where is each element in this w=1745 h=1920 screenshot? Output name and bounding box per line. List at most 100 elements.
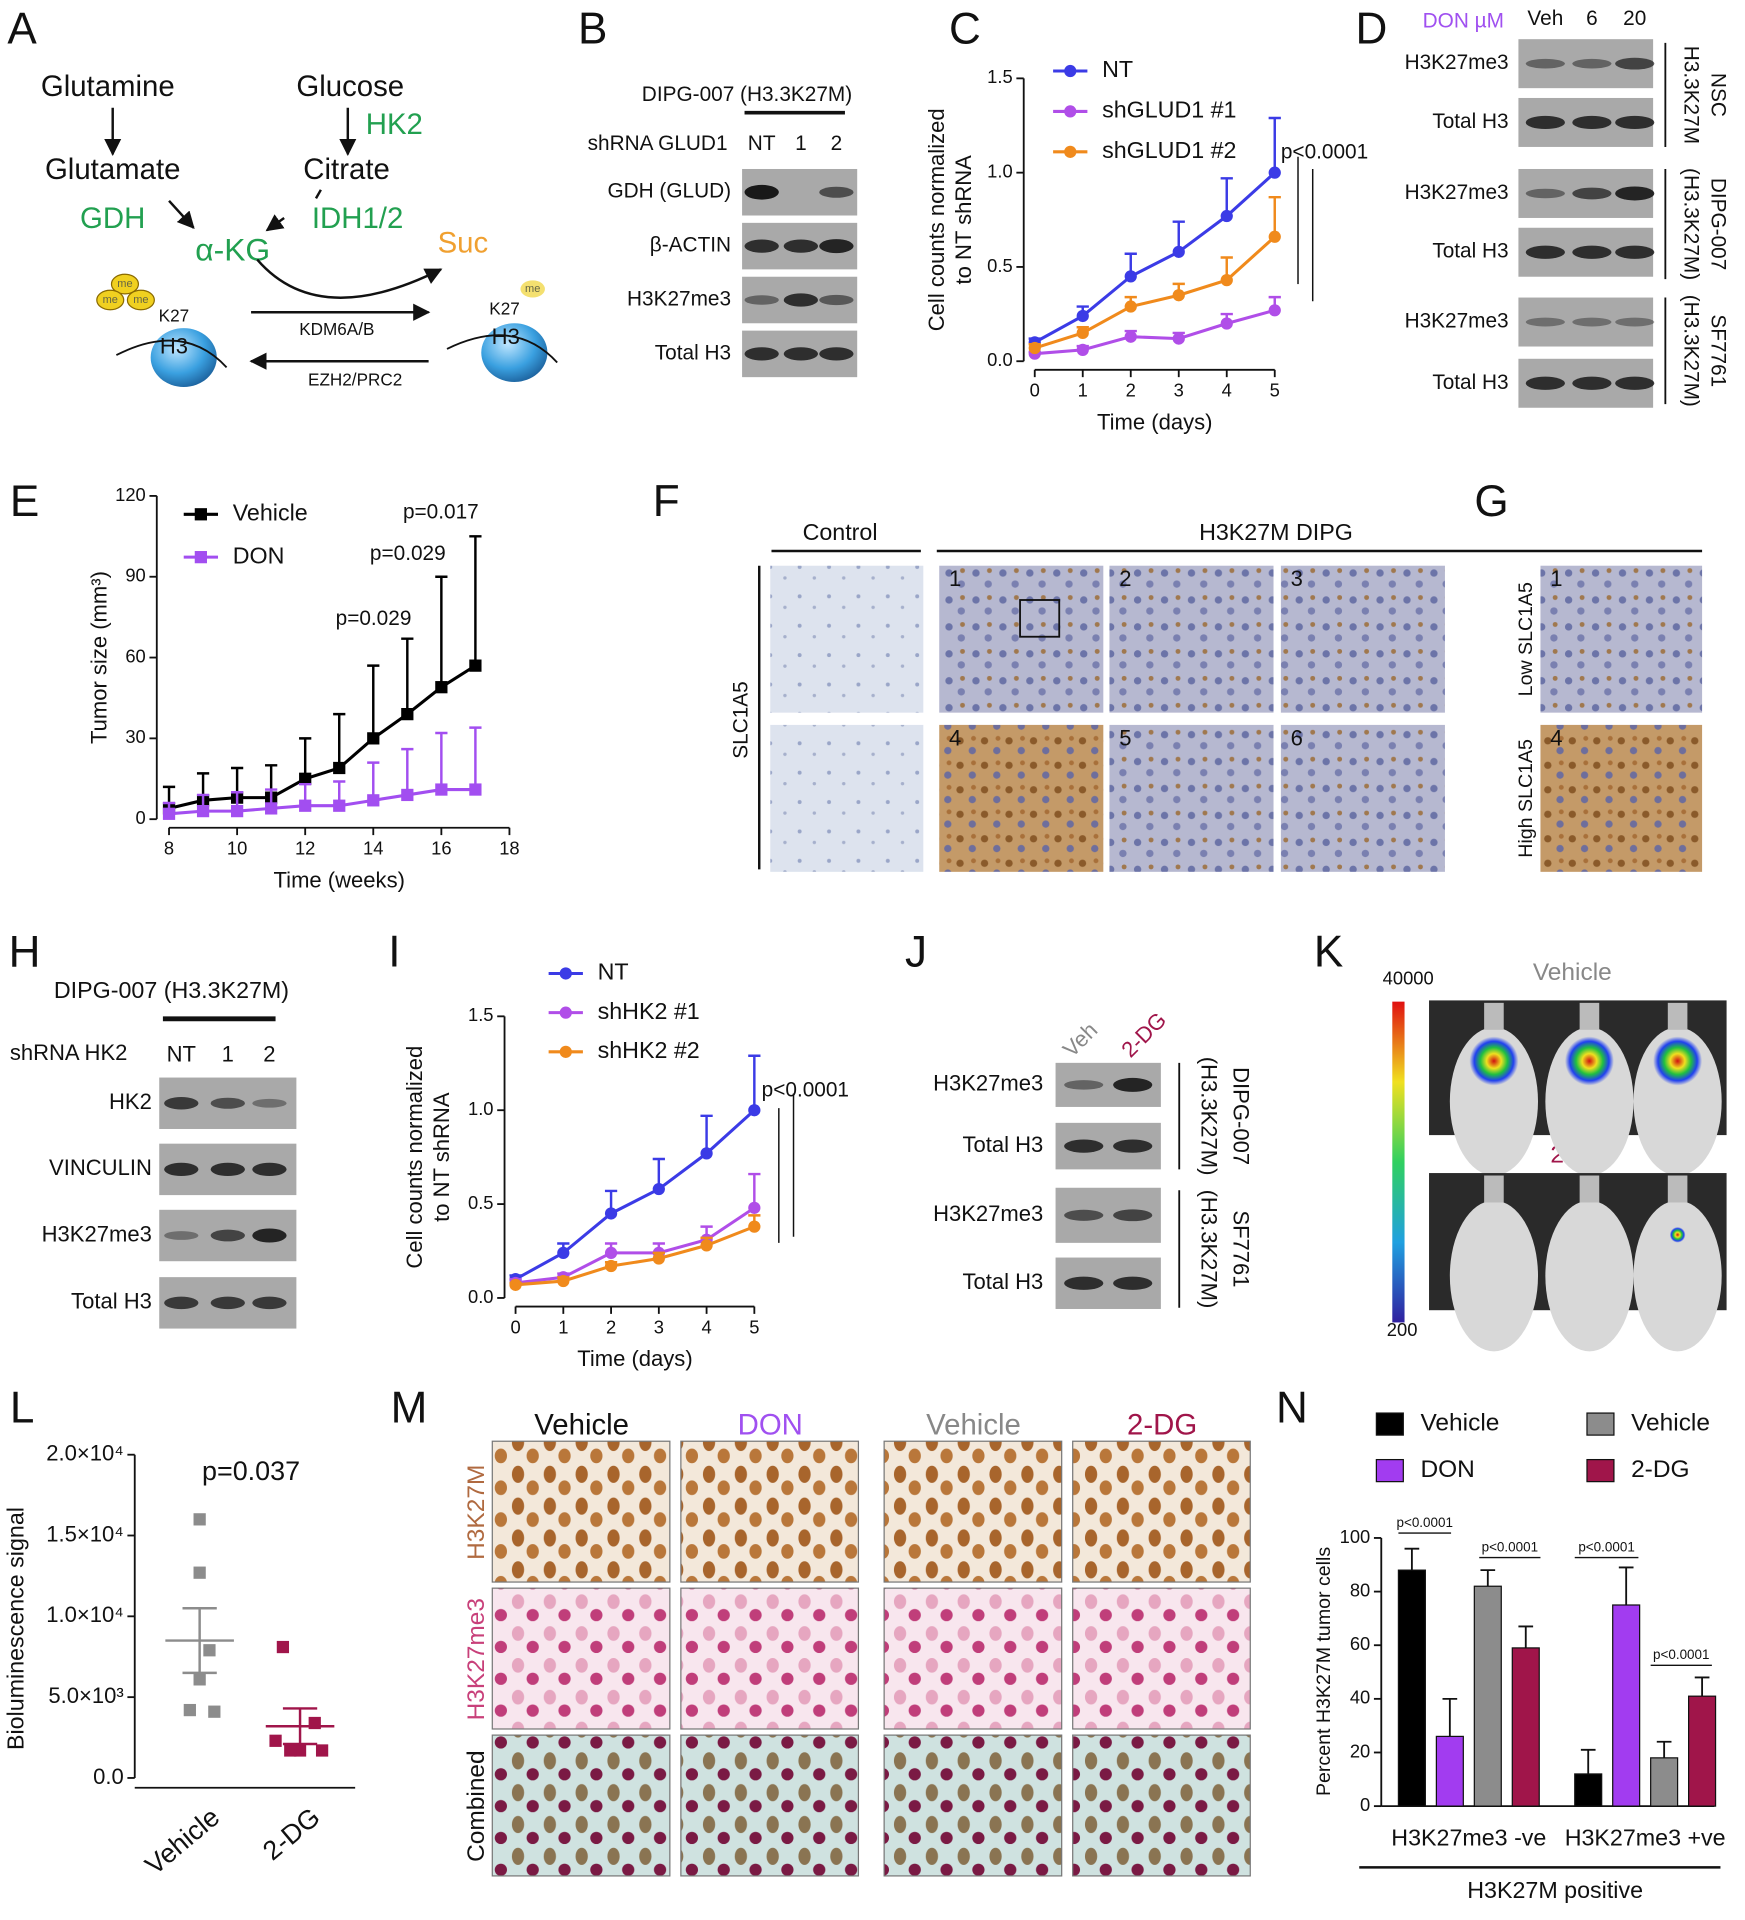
label: (H3.3K27M) bbox=[1197, 1057, 1222, 1176]
micrograph bbox=[680, 1734, 860, 1877]
marker bbox=[748, 1104, 761, 1117]
point bbox=[183, 1703, 196, 1717]
band bbox=[1615, 317, 1655, 327]
band bbox=[1615, 376, 1655, 390]
band bbox=[783, 293, 819, 307]
band bbox=[819, 347, 854, 361]
marker bbox=[367, 732, 380, 745]
annotation: p<0.0001 bbox=[1281, 141, 1368, 164]
band bbox=[1525, 376, 1565, 390]
bar bbox=[1435, 1735, 1464, 1807]
marker bbox=[652, 1252, 665, 1265]
band bbox=[164, 1162, 199, 1176]
marker bbox=[265, 802, 278, 815]
colorbar bbox=[1392, 1001, 1405, 1323]
x-tick-label: 2-DG bbox=[257, 1802, 326, 1866]
label: NSC bbox=[1706, 73, 1729, 117]
nucleosome bbox=[150, 328, 217, 387]
marker bbox=[1268, 230, 1281, 243]
sem-bar bbox=[282, 1707, 318, 1746]
band bbox=[164, 1231, 199, 1240]
x-tick-label: 14 bbox=[363, 838, 383, 859]
series-line bbox=[514, 1109, 756, 1281]
x-tick-label: 18 bbox=[499, 838, 519, 859]
annotation: p=0.029 bbox=[336, 607, 412, 630]
arrow bbox=[256, 258, 443, 299]
label: 2 bbox=[263, 1041, 275, 1066]
error-bar bbox=[1580, 1748, 1596, 1774]
x-axis-label: Time (days) bbox=[577, 1346, 692, 1371]
point bbox=[269, 1734, 282, 1747]
marker bbox=[1124, 330, 1137, 343]
label: 2 bbox=[831, 132, 843, 155]
y-axis-label: Cell counts normalized bbox=[402, 1046, 427, 1269]
annotation: p<0.0001 bbox=[1653, 1647, 1710, 1662]
label: 1 bbox=[222, 1041, 234, 1066]
label: SF7761 bbox=[1706, 314, 1729, 387]
band bbox=[1113, 1139, 1153, 1153]
y-tick-label: 30 bbox=[125, 726, 145, 747]
x-tick-label: 10 bbox=[227, 838, 247, 859]
band bbox=[210, 1162, 245, 1176]
band bbox=[1615, 57, 1655, 70]
point bbox=[293, 1744, 307, 1757]
marker bbox=[1220, 317, 1233, 330]
legend-label: DON bbox=[233, 542, 285, 568]
signal bbox=[1469, 1036, 1519, 1086]
label: me bbox=[103, 294, 118, 306]
marker bbox=[748, 1201, 761, 1214]
label: 4 bbox=[949, 725, 961, 750]
y-axis-label: Percent H3K27M tumor cells bbox=[1313, 1547, 1335, 1796]
ear-tag bbox=[1579, 1175, 1600, 1203]
ear-tag bbox=[1579, 1002, 1600, 1030]
y-tick-label: 1.5 bbox=[468, 1004, 494, 1025]
label: 40000 bbox=[1383, 967, 1434, 988]
marker bbox=[748, 1220, 761, 1233]
label: Combined bbox=[463, 1750, 490, 1862]
y-tick-label: 0 bbox=[136, 807, 146, 828]
error-bar bbox=[333, 712, 346, 769]
marker bbox=[604, 1259, 618, 1273]
panel-letter: B bbox=[578, 4, 607, 53]
ear-tag bbox=[1667, 1002, 1688, 1030]
marker bbox=[333, 761, 346, 775]
label: Vehicle bbox=[534, 1408, 629, 1441]
ear-tag bbox=[1484, 1175, 1504, 1203]
band bbox=[1525, 58, 1565, 69]
band bbox=[1615, 186, 1655, 201]
y-tick-label: 0.0 bbox=[468, 1286, 494, 1307]
error-bar bbox=[401, 637, 414, 715]
legend-swatch bbox=[1375, 1412, 1404, 1436]
error-bar bbox=[1518, 1625, 1534, 1648]
label: Low SLC1A5 bbox=[1515, 582, 1537, 696]
marker bbox=[401, 788, 414, 802]
label: Glutamine bbox=[41, 70, 175, 103]
micrograph bbox=[939, 565, 1104, 713]
series-line bbox=[1034, 235, 1276, 350]
mouse bbox=[1545, 1200, 1634, 1352]
micrograph bbox=[1280, 565, 1445, 713]
legend-label: shHK2 #1 bbox=[598, 998, 700, 1024]
rule bbox=[168, 199, 195, 230]
label: H3K27me3 bbox=[627, 288, 731, 311]
label: NT bbox=[167, 1041, 196, 1066]
marker bbox=[333, 799, 346, 812]
band bbox=[252, 1296, 287, 1310]
y-tick-label: 0.5 bbox=[468, 1192, 494, 1213]
legend-label: shGLUD1 #1 bbox=[1102, 97, 1236, 123]
label: Citrate bbox=[303, 153, 390, 186]
marker bbox=[469, 783, 482, 796]
marker bbox=[700, 1147, 713, 1160]
x-tick-label: 8 bbox=[164, 838, 174, 859]
label: 6 bbox=[1291, 725, 1303, 750]
band bbox=[252, 1098, 287, 1108]
x-tick-label: 5 bbox=[1270, 380, 1280, 401]
panel-letter: J bbox=[905, 928, 927, 977]
legend-marker bbox=[559, 1045, 572, 1058]
annotation: p<0.0001 bbox=[1482, 1539, 1539, 1554]
label: H3K27me3 bbox=[1405, 181, 1509, 204]
label: H3K27M bbox=[463, 1465, 490, 1560]
ear-tag bbox=[1484, 1002, 1504, 1030]
band bbox=[744, 239, 779, 253]
marker bbox=[1220, 209, 1233, 223]
